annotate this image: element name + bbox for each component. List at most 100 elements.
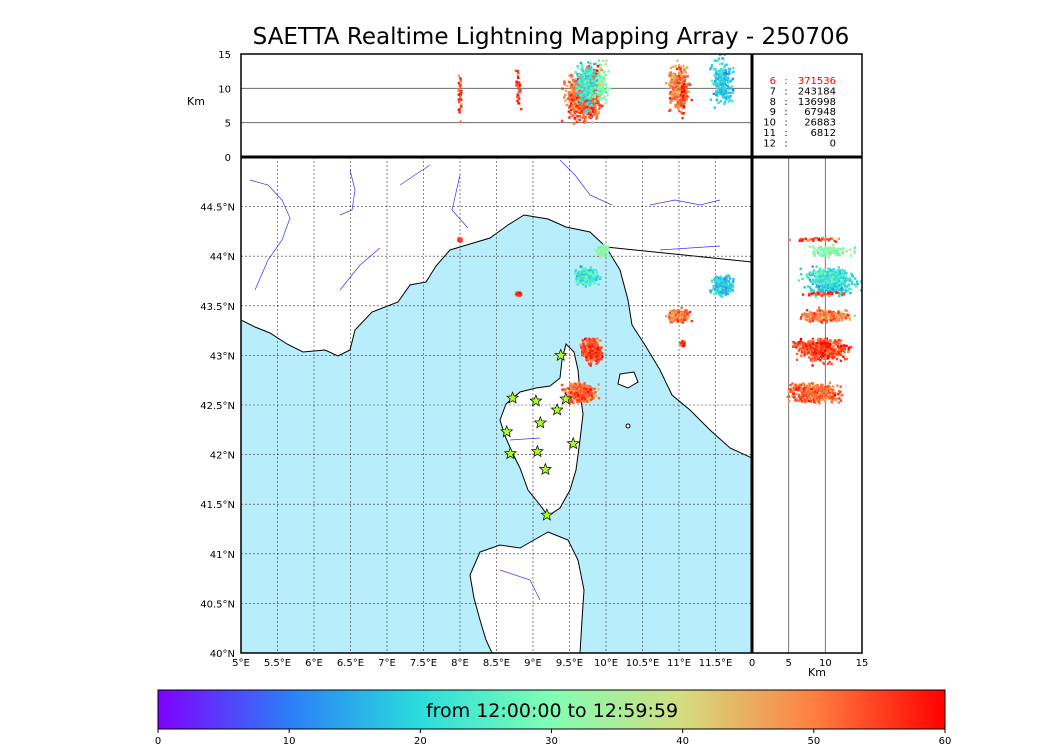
altitude-source-point <box>592 83 595 87</box>
side-source-point <box>824 270 827 273</box>
lightning-source-point <box>725 282 728 286</box>
altitude-source-point <box>516 93 519 96</box>
altitude-source-point <box>672 76 675 79</box>
side-source-point <box>799 267 802 271</box>
lightning-source-point <box>592 394 596 397</box>
altitude-source-point <box>571 83 574 86</box>
altitude-source-point <box>670 95 674 98</box>
side-source-point <box>798 342 802 345</box>
altitude-source-point <box>729 98 732 102</box>
lightning-source-point <box>578 400 581 403</box>
altitude-source-point <box>582 95 585 99</box>
altitude-source-point <box>588 111 592 114</box>
side-source-point <box>803 312 807 315</box>
side-source-point <box>816 280 820 284</box>
lightning-source-point <box>718 279 721 282</box>
lightning-source-point <box>582 345 585 348</box>
rivers <box>249 159 721 601</box>
altitude-source-point <box>586 96 589 99</box>
altitude-source-point <box>567 110 571 113</box>
lightning-source-point <box>717 276 721 279</box>
side-source-point <box>824 313 828 316</box>
side-source-point <box>819 389 822 393</box>
lightning-source-point <box>600 247 604 250</box>
side-source-point <box>820 385 824 388</box>
side-source-point <box>816 312 820 316</box>
lightning-source-point <box>589 398 592 401</box>
side-source-point <box>823 268 826 271</box>
side-source-point <box>804 385 807 388</box>
side-source-point <box>812 345 815 349</box>
side-source-point <box>797 279 801 282</box>
lightning-source-point <box>583 390 586 393</box>
lightning-source-point <box>596 348 600 352</box>
side-source-point <box>841 347 844 350</box>
lightning-source-point <box>563 388 566 391</box>
side-source-point <box>816 391 819 395</box>
side-source-point <box>808 271 812 274</box>
side-source-point <box>795 358 799 361</box>
side-source-point <box>832 351 835 354</box>
lightning-source-point <box>588 283 591 287</box>
hourly-counts-list: 6:3715367:2431848:1369989:6794810:268831… <box>763 76 836 149</box>
lightning-source-point <box>585 351 589 354</box>
altitude-source-point <box>672 74 675 77</box>
side-source-point <box>838 348 841 351</box>
side-source-point <box>806 387 809 391</box>
side-source-point <box>789 383 792 387</box>
lightning-source-point <box>590 278 594 281</box>
altitude-source-point <box>715 85 718 89</box>
altitude-source-point <box>596 112 599 116</box>
altitude-source-point <box>581 105 585 108</box>
side-source-point <box>822 318 825 322</box>
altitude-source-point <box>683 82 686 86</box>
side-source-point <box>805 400 808 403</box>
altitude-source-point <box>681 116 684 120</box>
altitude-source-point <box>682 93 686 96</box>
lightning-source-point <box>577 382 581 385</box>
side-source-point <box>848 287 851 291</box>
side-source-point <box>840 270 844 273</box>
altitude-source-point <box>571 86 575 90</box>
side-source-point <box>799 384 802 388</box>
side-source-point <box>810 396 814 400</box>
altitude-source-point <box>721 84 724 87</box>
lightning-source-point <box>587 362 591 366</box>
altitude-source-point <box>678 84 682 87</box>
side-source-point <box>813 350 817 353</box>
side-source-point <box>815 265 818 268</box>
side-source-point <box>839 399 843 402</box>
lightning-source-point <box>589 356 592 360</box>
altitude-source-point <box>575 106 578 109</box>
altitude-source-point <box>715 98 719 102</box>
altitude-source-point <box>604 73 608 77</box>
altitude-source-point <box>587 65 591 68</box>
altitude-source-point <box>587 83 590 86</box>
lightning-source-point <box>587 271 590 275</box>
station-star-icon <box>503 446 518 460</box>
lightning-source-point <box>574 382 577 385</box>
side-source-point <box>814 359 818 362</box>
lightning-source-point <box>732 277 735 281</box>
lightning-source-point <box>595 344 599 348</box>
altitude-source-point <box>679 81 683 84</box>
altitude-source-point <box>586 65 589 68</box>
altitude-source-point <box>588 67 591 70</box>
altitude-source-point <box>575 95 579 99</box>
altitude-source-point <box>718 92 722 95</box>
lightning-source-point <box>582 388 585 391</box>
lightning-source-point <box>583 354 587 358</box>
side-source-point <box>844 314 847 318</box>
side-source-point <box>822 390 826 393</box>
altitude-source-point <box>717 85 721 88</box>
side-source-point <box>838 286 842 289</box>
lightning-source-point <box>716 281 720 284</box>
altitude-source-point <box>598 98 602 101</box>
altitude-source-point <box>680 91 684 94</box>
lightning-source-point <box>594 277 598 281</box>
altitude-source-point <box>684 76 687 79</box>
altitude-source-point <box>578 111 582 115</box>
side-source-point <box>831 273 834 276</box>
lightning-source-point <box>729 288 732 292</box>
altitude-source-point <box>593 86 597 89</box>
